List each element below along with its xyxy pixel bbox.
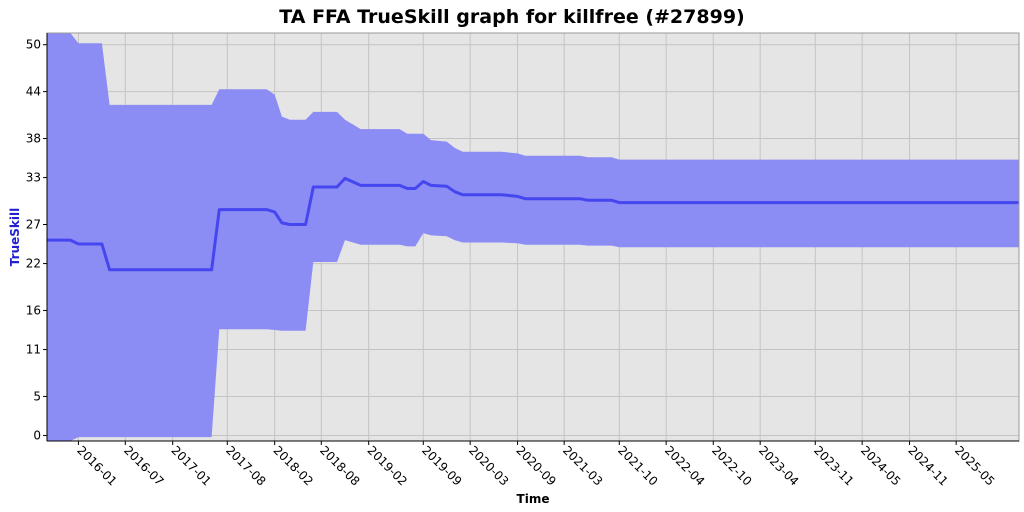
y-tick-label: 0 <box>33 429 41 443</box>
y-tick-label: 33 <box>26 171 41 185</box>
y-tick-label: 38 <box>26 132 41 146</box>
trueskill-mean-line <box>47 176 1019 272</box>
mean-line-layer <box>47 176 1019 272</box>
y-axis-title: TrueSkill <box>8 208 22 266</box>
x-axis-title: Time <box>517 492 550 506</box>
y-tick-label: 44 <box>26 85 41 99</box>
y-tick-label: 27 <box>26 217 41 231</box>
y-tick-label: 5 <box>33 389 41 403</box>
chart-title: TA FFA TrueSkill graph for killfree (#27… <box>279 6 744 28</box>
axes <box>46 32 1020 442</box>
y-tick-label: 22 <box>26 257 41 271</box>
y-tick-label: 16 <box>26 303 41 317</box>
confidence-band-layer <box>47 33 1019 441</box>
trueskill-confidence-band <box>47 33 1019 441</box>
y-tick-label: 11 <box>26 343 41 357</box>
y-tick-label: 50 <box>26 38 41 52</box>
y-axis-ticks: 0 5 11 16 22 27 33 38 44 50 <box>26 38 47 443</box>
